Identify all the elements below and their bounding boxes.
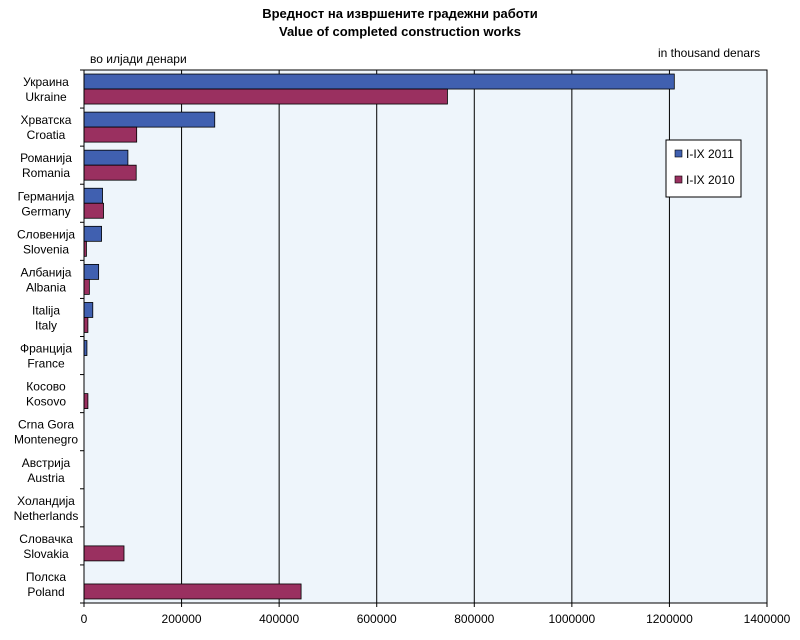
category-label-mk: Холандија [17, 494, 75, 508]
bar-series-a [83, 149, 129, 166]
bar-series-b [83, 126, 138, 143]
x-tick-label: 1400000 [744, 612, 791, 626]
category-label-en: Croatia [27, 128, 66, 142]
category-label-en: Ukraine [25, 90, 67, 104]
category-label-en: Romania [22, 166, 70, 180]
chart-subtitle: Value of completed construction works [279, 24, 521, 39]
category-label-mk: Германија [18, 189, 75, 203]
category-label-mk: Crna Gora [18, 418, 74, 432]
category-label-en: Italy [35, 318, 57, 332]
bar-series-a [83, 263, 100, 280]
x-tick-label: 200000 [162, 612, 202, 626]
category-label-mk: Хрватска [21, 113, 72, 127]
x-tick-label: 800000 [454, 612, 494, 626]
x-tick-label: 1200000 [646, 612, 693, 626]
bar-series-b [83, 278, 90, 295]
bar-series-b [83, 88, 448, 105]
unit-label-right: in thousand denars [658, 46, 761, 60]
bar-series-b [83, 317, 89, 333]
bar-series-b [83, 583, 302, 600]
legend-label: I-IX 2011 [686, 147, 734, 161]
x-tick-label: 600000 [357, 612, 397, 626]
plot-border [83, 69, 768, 604]
category-label-en: France [27, 357, 65, 371]
x-tick-label: 1000000 [548, 612, 595, 626]
legend-swatch [674, 175, 683, 184]
bar-series-a [83, 111, 216, 128]
category-label-mk: Албанија [21, 265, 72, 279]
bar-series-a [83, 73, 675, 90]
bar-series-b [83, 164, 137, 181]
category-label-mk: Словенија [17, 227, 75, 241]
category-label-mk: Полска [26, 570, 67, 584]
category-label-en: Poland [27, 585, 64, 599]
chart-title: Вредност на извршените градежни работи [262, 6, 538, 21]
category-label-mk: Italija [32, 303, 60, 317]
legend-label: I-IX 2010 [686, 173, 735, 187]
category-label-mk: Романија [20, 151, 72, 165]
plot-area [84, 70, 767, 603]
category-label-mk: Словачка [19, 532, 73, 546]
x-tick-label: 400000 [259, 612, 299, 626]
category-label-en: Germany [21, 204, 70, 218]
category-label-en: Albania [26, 280, 66, 294]
category-label-mk: Косово [26, 380, 66, 394]
category-label-mk: Франција [20, 342, 72, 356]
x-tick-label: 0 [81, 612, 88, 626]
legend-box [665, 139, 742, 198]
category-label-en: Slovenia [23, 242, 69, 256]
bar-series-b [83, 545, 125, 562]
category-label-en: Kosovo [26, 395, 66, 409]
legend-swatch [674, 149, 683, 158]
category-label-mk: Украина [23, 75, 69, 89]
unit-label-left: во илјади денари [90, 52, 187, 66]
category-label-en: Netherlands [14, 509, 79, 523]
bar-series-a [83, 187, 103, 204]
bar-series-a [83, 225, 102, 242]
category-label-en: Slovakia [23, 547, 69, 561]
bar-series-b [83, 202, 104, 219]
category-label-mk: Австрија [22, 456, 71, 470]
category-label-en: Montenegro [14, 433, 78, 447]
bar-series-b [83, 393, 89, 410]
bar-series-a [83, 302, 94, 318]
category-label-en: Austria [27, 471, 65, 485]
